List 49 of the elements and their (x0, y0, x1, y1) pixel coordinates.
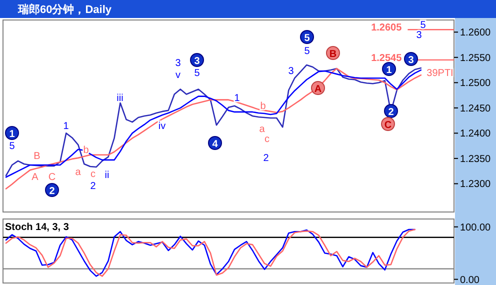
annotation: 3 (408, 55, 414, 66)
annotation: a (259, 124, 266, 135)
annotation: 2 (263, 153, 270, 164)
annotation: 2 (388, 107, 394, 118)
annotation: 3 (288, 66, 294, 77)
annotation: 5 (9, 141, 16, 152)
annotation: C (48, 172, 56, 183)
annotation: iii (116, 93, 124, 104)
y-tick-label: 0.00 (460, 274, 480, 285)
annotation: iv (158, 121, 166, 132)
annotation: 1 (9, 129, 16, 140)
y-tick-label: 1.2300 (460, 179, 492, 190)
annotation: B (329, 49, 337, 60)
annotation: 5 (420, 20, 426, 31)
annotation: 5 (304, 33, 310, 44)
annotation: A (32, 172, 39, 183)
ref-line-label: 1.2545 (371, 52, 402, 64)
annotation: c (264, 134, 270, 145)
annotation: b (260, 101, 266, 112)
annotation: 5 (194, 68, 200, 79)
annotation: v (176, 70, 180, 81)
y-tick-label: 1.2600 (460, 28, 492, 39)
annotation: 1 (234, 93, 240, 104)
annotation: c (90, 169, 96, 180)
title-bar: 瑞郎60分钟，Daily (0, 0, 496, 18)
annotation: 3 (416, 30, 422, 41)
chart-title: Stoch 14, 3, 3 (5, 222, 70, 233)
annotation: 2 (90, 181, 96, 192)
annotation: A (314, 84, 322, 95)
annotation: 1 (386, 65, 392, 76)
annotation: a (75, 167, 82, 178)
annotation: 39PTI (426, 68, 454, 79)
annotation: 4 (212, 139, 218, 150)
y-tick-label: 1.2350 (460, 154, 492, 165)
annotation: 2 (49, 186, 56, 197)
annotation: C (384, 120, 392, 131)
annotation: 3 (194, 56, 200, 67)
y-tick-label: 1.2550 (460, 52, 492, 64)
annotation: ii (104, 170, 110, 181)
y-tick-label: 1.2400 (460, 128, 492, 140)
y-tick-label: 100.00 (460, 222, 492, 234)
annotation: 3 (175, 58, 182, 69)
y-tick-label: 1.2450 (460, 103, 492, 114)
annotation: 5 (304, 46, 310, 57)
y-tick-label: 1.2500 (460, 78, 492, 90)
ref-line-label: 1.2605 (371, 22, 402, 34)
annotation: B (34, 151, 41, 162)
chart-title: 瑞郎60分钟，Daily (17, 3, 112, 16)
annotation: 1 (63, 121, 70, 132)
